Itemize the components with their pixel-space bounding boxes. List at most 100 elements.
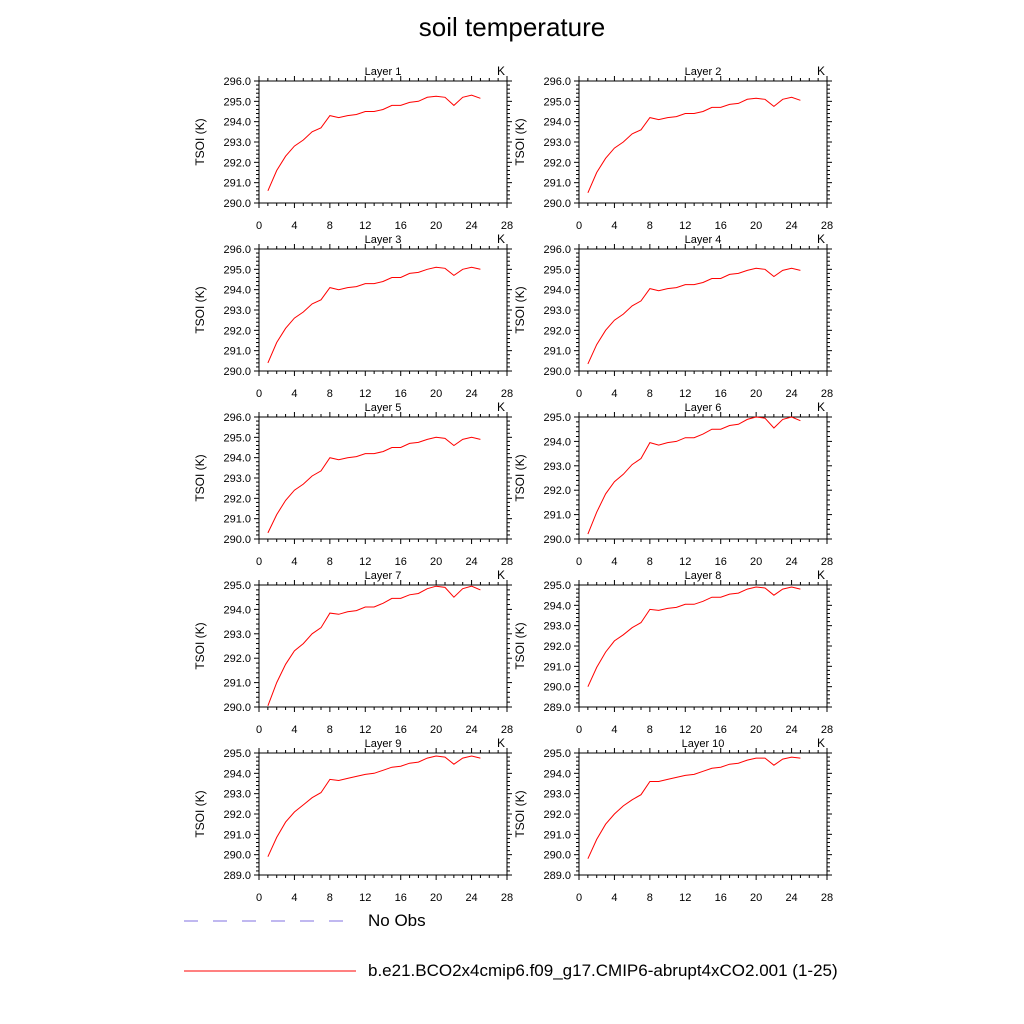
- series-line: [587, 267, 801, 365]
- y-tick-label: 294.0: [223, 285, 251, 297]
- x-tick-label: 12: [359, 556, 371, 568]
- y-tick-label: 293.0: [223, 137, 251, 149]
- x-tick-label: 12: [359, 892, 371, 904]
- panel-unit-label: K: [497, 568, 505, 582]
- y-axis-label: TSOI (K): [513, 622, 527, 669]
- x-tick-label: 0: [576, 388, 582, 400]
- y-axis-label: TSOI (K): [513, 118, 527, 165]
- x-tick-label: 20: [430, 388, 442, 400]
- panel-title: Layer 4: [685, 234, 722, 246]
- y-tick-label: 290.0: [223, 850, 251, 862]
- y-tick-label: 293.0: [223, 629, 251, 641]
- panel-title: Layer 8: [685, 570, 722, 582]
- y-tick-label: 290.0: [223, 534, 251, 546]
- x-tick-label: 28: [501, 724, 513, 736]
- panel-title: Layer 7: [365, 570, 402, 582]
- y-tick-label: 291.0: [223, 514, 251, 526]
- y-tick-label: 293.0: [543, 137, 571, 149]
- x-tick-label: 24: [785, 892, 797, 904]
- x-tick-label: 28: [501, 388, 513, 400]
- panel-unit-label: K: [817, 400, 825, 414]
- chart-title: soil temperature: [418, 12, 606, 42]
- y-tick-label: 296.0: [223, 76, 251, 88]
- y-tick-label: 293.0: [543, 621, 571, 633]
- panel-layer-6: Layer 6 K TSOI (K) 0 4 8 12 16 20 24 28 290.0 291.0 2…: [513, 400, 833, 568]
- panel-title: Layer 6: [685, 402, 722, 414]
- y-tick-label: 292.0: [223, 157, 251, 169]
- series-line: [587, 416, 801, 535]
- y-tick-label: 294.0: [543, 768, 571, 780]
- x-tick-label: 24: [785, 556, 797, 568]
- y-tick-label: 295.0: [223, 748, 251, 760]
- y-tick-label: 294.0: [223, 453, 251, 465]
- y-tick-label: 295.0: [543, 412, 571, 424]
- series-line: [587, 756, 801, 859]
- x-tick-label: 0: [256, 724, 262, 736]
- panel-unit-label: K: [497, 400, 505, 414]
- x-tick-label: 20: [750, 556, 762, 568]
- x-tick-label: 8: [327, 892, 333, 904]
- y-tick-label: 290.0: [543, 366, 571, 378]
- legend-label-no-obs: No Obs: [368, 911, 426, 930]
- x-tick-label: 4: [291, 556, 297, 568]
- x-tick-label: 16: [395, 556, 407, 568]
- x-tick-label: 28: [821, 388, 833, 400]
- panel-unit-label: K: [817, 232, 825, 246]
- x-tick-label: 16: [715, 220, 727, 232]
- y-tick-label: 290.0: [223, 366, 251, 378]
- y-tick-label: 292.0: [543, 325, 571, 337]
- x-tick-label: 8: [647, 388, 653, 400]
- x-tick-label: 20: [430, 724, 442, 736]
- series-line: [267, 266, 481, 364]
- y-tick-label: 296.0: [543, 76, 571, 88]
- y-tick-label: 291.0: [543, 829, 571, 841]
- x-tick-label: 16: [395, 892, 407, 904]
- x-tick-label: 0: [576, 220, 582, 232]
- y-axis-label: TSOI (K): [193, 790, 207, 837]
- panel-title: Layer 2: [685, 66, 722, 78]
- y-tick-label: 289.0: [543, 702, 571, 714]
- y-tick-label: 293.0: [543, 305, 571, 317]
- x-tick-label: 8: [647, 892, 653, 904]
- panel-layer-4: Layer 4 K TSOI (K) 0 4 8 12 16 20 24 28 290.0 291.0 2…: [513, 232, 833, 400]
- series-line: [267, 94, 481, 191]
- y-tick-label: 290.0: [223, 702, 251, 714]
- x-tick-label: 20: [750, 388, 762, 400]
- plot-frame: [578, 80, 828, 204]
- y-axis-label: TSOI (K): [193, 454, 207, 501]
- x-tick-label: 16: [715, 892, 727, 904]
- y-tick-label: 295.0: [223, 580, 251, 592]
- y-tick-label: 291.0: [223, 829, 251, 841]
- y-tick-label: 293.0: [543, 461, 571, 473]
- y-tick-label: 290.0: [543, 682, 571, 694]
- x-tick-label: 0: [256, 220, 262, 232]
- x-tick-label: 4: [611, 220, 617, 232]
- y-tick-label: 292.0: [543, 485, 571, 497]
- y-tick-label: 294.0: [223, 768, 251, 780]
- y-tick-label: 296.0: [543, 244, 571, 256]
- y-tick-label: 289.0: [223, 870, 251, 882]
- panel-layer-3: Layer 3 K TSOI (K) 0 4 8 12 16 20 24 28 290.0 291.0 2…: [193, 232, 513, 400]
- x-tick-label: 12: [679, 892, 691, 904]
- x-tick-label: 24: [465, 724, 477, 736]
- x-tick-label: 28: [821, 556, 833, 568]
- y-tick-label: 291.0: [543, 346, 571, 358]
- y-tick-label: 295.0: [223, 432, 251, 444]
- x-tick-label: 28: [821, 724, 833, 736]
- x-tick-label: 12: [679, 556, 691, 568]
- panel-unit-label: K: [817, 64, 825, 78]
- x-tick-label: 4: [611, 556, 617, 568]
- panel-layer-10: Layer 10 K TSOI (K) 0 4 8 12 16 20 24 28 289.0 290.0…: [513, 736, 833, 904]
- x-tick-label: 8: [327, 388, 333, 400]
- x-tick-label: 24: [465, 556, 477, 568]
- x-tick-label: 8: [647, 724, 653, 736]
- y-tick-label: 295.0: [223, 96, 251, 108]
- panel-layer-2: Layer 2 K TSOI (K) 0 4 8 12 16 20 24 28 290.0 291.0 2…: [513, 64, 833, 232]
- y-tick-label: 296.0: [223, 412, 251, 424]
- x-tick-label: 4: [291, 388, 297, 400]
- y-tick-label: 292.0: [223, 653, 251, 665]
- x-tick-label: 20: [750, 724, 762, 736]
- y-tick-label: 293.0: [223, 305, 251, 317]
- plot-frame: [578, 416, 828, 540]
- series-line: [267, 585, 481, 706]
